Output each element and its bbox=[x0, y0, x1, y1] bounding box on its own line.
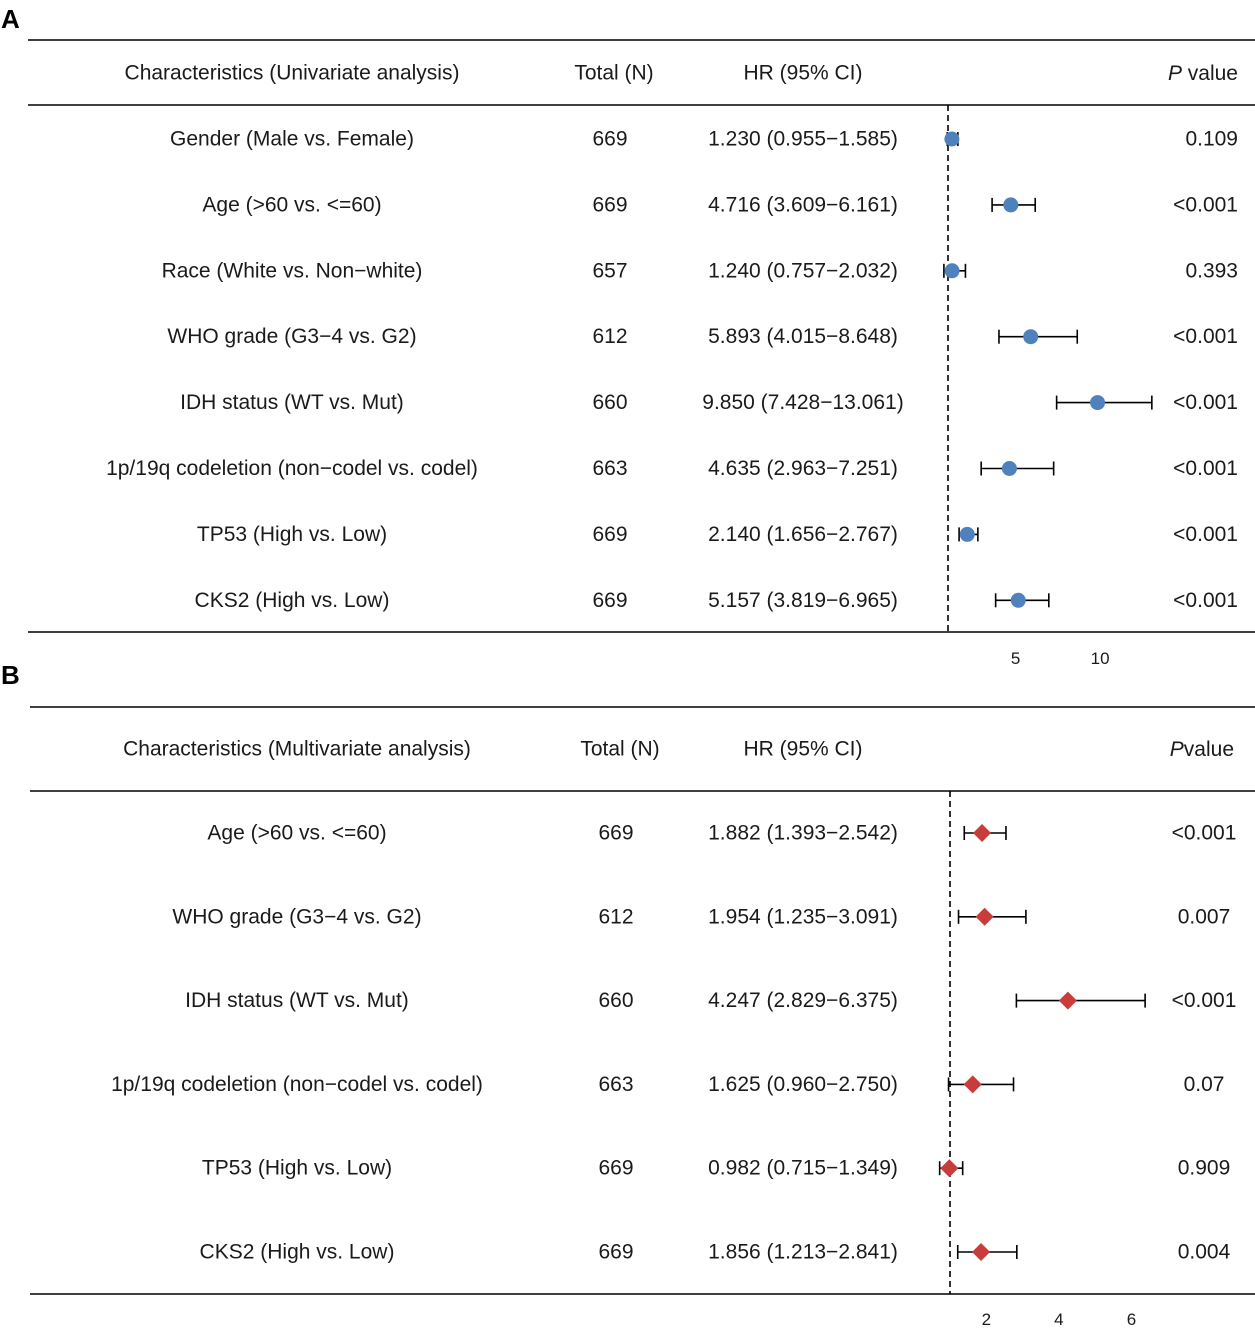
panel-a-row-total: 612 bbox=[592, 325, 627, 348]
panel-a-row-total: 660 bbox=[592, 391, 627, 414]
panel-b-header-p-value: Pvalue bbox=[1170, 738, 1234, 761]
panel-a-header-p-value: P value bbox=[1168, 62, 1238, 85]
panel-b-row-p-value: 0.909 bbox=[1178, 1157, 1231, 1180]
panel-b-hr-point bbox=[975, 907, 994, 926]
panel-b-axis-tick-label: 2 bbox=[982, 1310, 991, 1326]
panel-b-row-total: 612 bbox=[598, 905, 633, 928]
panel-a-row-label: TP53 (High vs. Low) bbox=[197, 523, 387, 546]
panel-a-row-total: 663 bbox=[592, 457, 627, 480]
panel-b-row-total: 663 bbox=[598, 1073, 633, 1096]
panel-b-row-p-value: <0.001 bbox=[1172, 822, 1237, 845]
panel-b-row-hr: 1.856 (1.213−2.841) bbox=[708, 1241, 898, 1264]
panel-b-row-hr: 0.982 (0.715−1.349) bbox=[708, 1157, 898, 1180]
panel-b-header-total: Total (N) bbox=[580, 738, 659, 761]
panel-a-hr-point bbox=[944, 263, 960, 279]
panel-a-row-label: Race (White vs. Non−white) bbox=[162, 259, 423, 282]
panel-a-row-p-value: 0.109 bbox=[1185, 128, 1238, 151]
panel-a-row-total: 669 bbox=[592, 523, 627, 546]
panel-a-row-p-value: 0.393 bbox=[1185, 259, 1238, 282]
panel-a-hr-point bbox=[944, 131, 960, 147]
panel-b-hr-point bbox=[972, 1243, 991, 1261]
panel-a-header-total: Total (N) bbox=[574, 62, 653, 85]
panel-a-row-label: Gender (Male vs. Female) bbox=[170, 128, 414, 151]
panel-a-row-p-value: <0.001 bbox=[1173, 193, 1238, 216]
panel-a-axis-tick-label: 5 bbox=[1011, 649, 1020, 668]
panel-a-row-hr: 4.716 (3.609−6.161) bbox=[708, 193, 898, 216]
panel-b-row-p-value: <0.001 bbox=[1172, 989, 1237, 1012]
panel-b-row-label: IDH status (WT vs. Mut) bbox=[185, 989, 409, 1012]
panel-a-row-hr: 4.635 (2.963−7.251) bbox=[708, 457, 898, 480]
panel-a-header-p-italic: P bbox=[1168, 62, 1182, 85]
panel-b-hr-point bbox=[963, 1075, 982, 1094]
panel-a-row-p-value: <0.001 bbox=[1173, 391, 1238, 414]
panel-b-hr-point bbox=[1058, 991, 1077, 1010]
panel-a-hr-point bbox=[1003, 197, 1019, 213]
panel-a-row-hr: 5.157 (3.819−6.965) bbox=[708, 589, 898, 612]
panel-a-hr-point bbox=[1023, 329, 1039, 345]
panel-b-row-label: Age (>60 vs. <=60) bbox=[207, 822, 386, 845]
panel-b-row-label: TP53 (High vs. Low) bbox=[202, 1157, 392, 1180]
panel-a-row-label: CKS2 (High vs. Low) bbox=[195, 589, 390, 612]
panel-a-row-total: 669 bbox=[592, 193, 627, 216]
panel-b-row-hr: 1.625 (0.960−2.750) bbox=[708, 1073, 898, 1096]
panel-a-row-p-value: <0.001 bbox=[1173, 523, 1238, 546]
panel-b-row-total: 669 bbox=[598, 1241, 633, 1264]
panel-b-hr-point bbox=[940, 1159, 959, 1178]
panel-b-header-p-italic: P bbox=[1170, 738, 1184, 761]
panel-a-axis-tick-label: 10 bbox=[1091, 649, 1110, 668]
panel-b-header-hr: HR (95% CI) bbox=[743, 738, 862, 761]
panel-a-row-p-value: <0.001 bbox=[1173, 457, 1238, 480]
panel-b-label: B bbox=[1, 660, 20, 690]
panel-a-hr-point bbox=[1001, 461, 1017, 476]
panel-b-row-total: 660 bbox=[598, 989, 633, 1012]
panel-b-row-label: WHO grade (G3−4 vs. G2) bbox=[172, 905, 421, 928]
panel-b-row-hr: 4.247 (2.829−6.375) bbox=[708, 989, 898, 1012]
panel-a-header-p-rest: value bbox=[1182, 62, 1238, 85]
panel-a-header-hr: HR (95% CI) bbox=[743, 62, 862, 85]
panel-b-row-hr: 1.954 (1.235−3.091) bbox=[708, 905, 898, 928]
panel-b-axis-tick-label: 6 bbox=[1127, 1310, 1136, 1326]
panel-a-hr-point bbox=[959, 526, 975, 542]
panel-b-row-label: 1p/19q codeletion (non−codel vs. codel) bbox=[111, 1073, 483, 1096]
panel-a-row-label: IDH status (WT vs. Mut) bbox=[180, 391, 404, 414]
panel-b-row-p-value: 0.007 bbox=[1178, 905, 1231, 928]
panel-a-row-hr: 5.893 (4.015−8.648) bbox=[708, 325, 898, 348]
panel-a-hr-point bbox=[1090, 395, 1106, 411]
panel-b-row-p-value: 0.07 bbox=[1184, 1073, 1225, 1096]
panel-b-row-p-value: 0.004 bbox=[1178, 1241, 1231, 1264]
panel-a-header-characteristics: Characteristics (Univariate analysis) bbox=[125, 62, 460, 85]
panel-a-row-label: 1p/19q codeletion (non−codel vs. codel) bbox=[106, 457, 478, 480]
panel-a-label: A bbox=[1, 4, 20, 34]
panel-a-row-hr: 9.850 (7.428−13.061) bbox=[702, 391, 903, 414]
panel-a-row-hr: 1.240 (0.757−2.032) bbox=[708, 259, 898, 282]
panel-b-header-characteristics: Characteristics (Multivariate analysis) bbox=[123, 738, 471, 761]
panel-b-axis-tick-label: 4 bbox=[1054, 1310, 1063, 1326]
panel-a-row-label: WHO grade (G3−4 vs. G2) bbox=[167, 325, 416, 348]
panel-b-row-label: CKS2 (High vs. Low) bbox=[200, 1241, 395, 1264]
panel-b-row-total: 669 bbox=[598, 822, 633, 845]
panel-b-row-total: 669 bbox=[598, 1157, 633, 1180]
panel-a-row-p-value: <0.001 bbox=[1173, 589, 1238, 612]
panel-a-row-total: 669 bbox=[592, 128, 627, 151]
panel-b-hr-point bbox=[973, 824, 992, 842]
panel-a-row-total: 657 bbox=[592, 259, 627, 282]
panel-b-header-p-rest: value bbox=[1184, 738, 1234, 761]
panel-a-row-hr: 2.140 (1.656−2.767) bbox=[708, 523, 898, 546]
panel-a-hr-point bbox=[1010, 592, 1026, 608]
panel-a-row-label: Age (>60 vs. <=60) bbox=[202, 193, 381, 216]
panel-a-row-hr: 1.230 (0.955−1.585) bbox=[708, 128, 898, 151]
panel-a-row-total: 669 bbox=[592, 589, 627, 612]
panel-b-row-hr: 1.882 (1.393−2.542) bbox=[708, 822, 898, 845]
panel-a-row-p-value: <0.001 bbox=[1173, 325, 1238, 348]
